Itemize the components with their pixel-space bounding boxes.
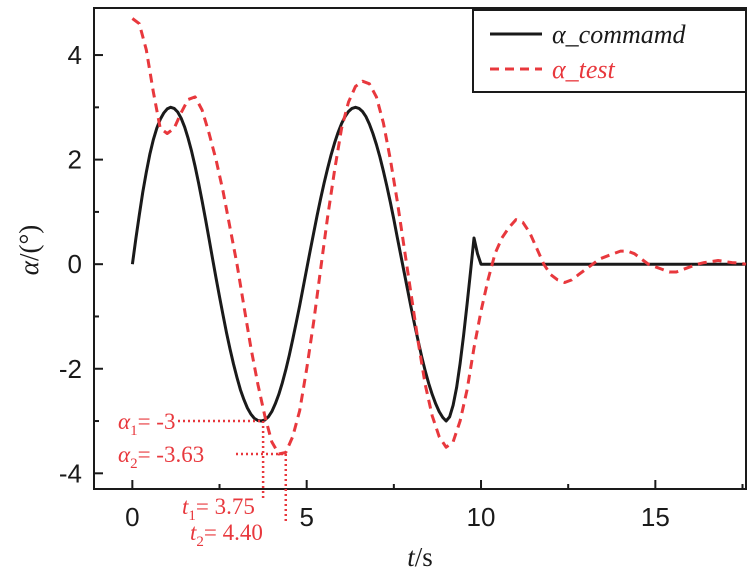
series-line-2 [131,17,747,456]
ticks: 0 5 10 15 -4 -2 0 2 4 [59,40,744,532]
legend-label-commamd: α_commamd [552,20,687,49]
y-tick-label-3: 2 [68,145,82,175]
x-tick-label-0: 0 [125,502,139,532]
y-tick-label-1: -2 [59,354,82,384]
y-axis-label: α/(°) [14,225,44,275]
y-tick-label-4: 4 [68,40,82,70]
x-tick-label-2: 10 [467,502,496,532]
legend-label-test: α_test [552,55,616,84]
x-tick-label-3: 15 [641,502,670,532]
annotation-t1: t1= 3.75 [182,494,255,524]
legend-box [472,9,747,93]
x-tick-label-1: 5 [299,502,313,532]
annotation-alpha2: α2= -3.63 [118,442,204,472]
series-line-1 [130,105,746,423]
x-axis-label: t/s [407,542,433,572]
series-group [130,17,747,456]
plot-frame [93,7,747,490]
annotation-alpha1: α1= -3 [118,409,175,439]
y-tick-label-2: 0 [68,249,82,279]
legend: α_commamd α_test [472,9,747,93]
annotation-t2: t2= 4.40 [190,520,263,550]
y-tick-label-0: -4 [59,458,82,488]
